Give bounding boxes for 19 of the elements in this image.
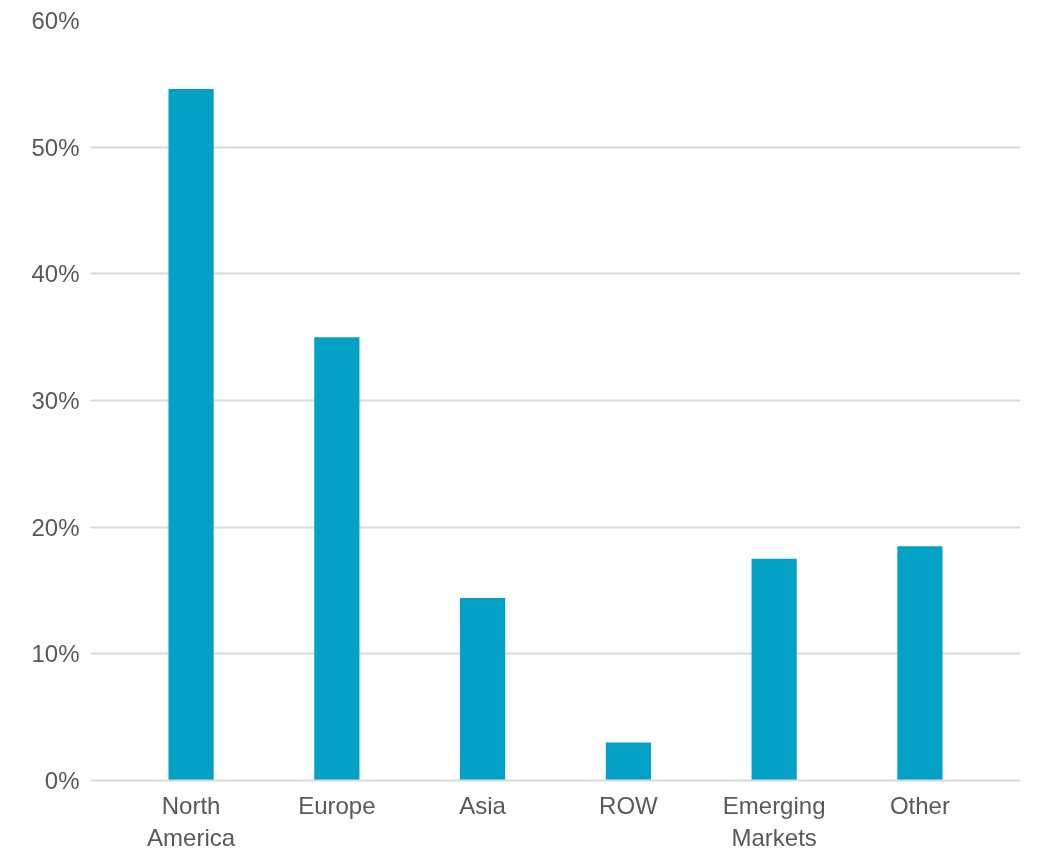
bar bbox=[460, 598, 506, 781]
bar bbox=[751, 558, 797, 781]
y-tick-label: 60% bbox=[31, 7, 80, 34]
y-tick-label: 20% bbox=[31, 513, 80, 541]
bar bbox=[314, 337, 360, 781]
bar bbox=[605, 742, 651, 781]
x-tick-label: Emerging Markets bbox=[722, 791, 826, 851]
x-tick-label: Europe bbox=[298, 791, 376, 819]
x-tick-label: Asia bbox=[459, 791, 507, 819]
y-tick-label: 40% bbox=[31, 260, 80, 288]
x-tick-label: North America bbox=[147, 791, 236, 851]
y-tick-label: 50% bbox=[31, 133, 80, 161]
y-tick-label: 10% bbox=[31, 640, 80, 668]
y-tick-label: 0% bbox=[44, 767, 80, 794]
bar bbox=[897, 546, 943, 781]
x-tick-label: Other bbox=[889, 791, 950, 819]
y-tick-label: 30% bbox=[31, 387, 80, 414]
bar bbox=[168, 88, 214, 781]
x-tick-label: ROW bbox=[599, 791, 659, 819]
